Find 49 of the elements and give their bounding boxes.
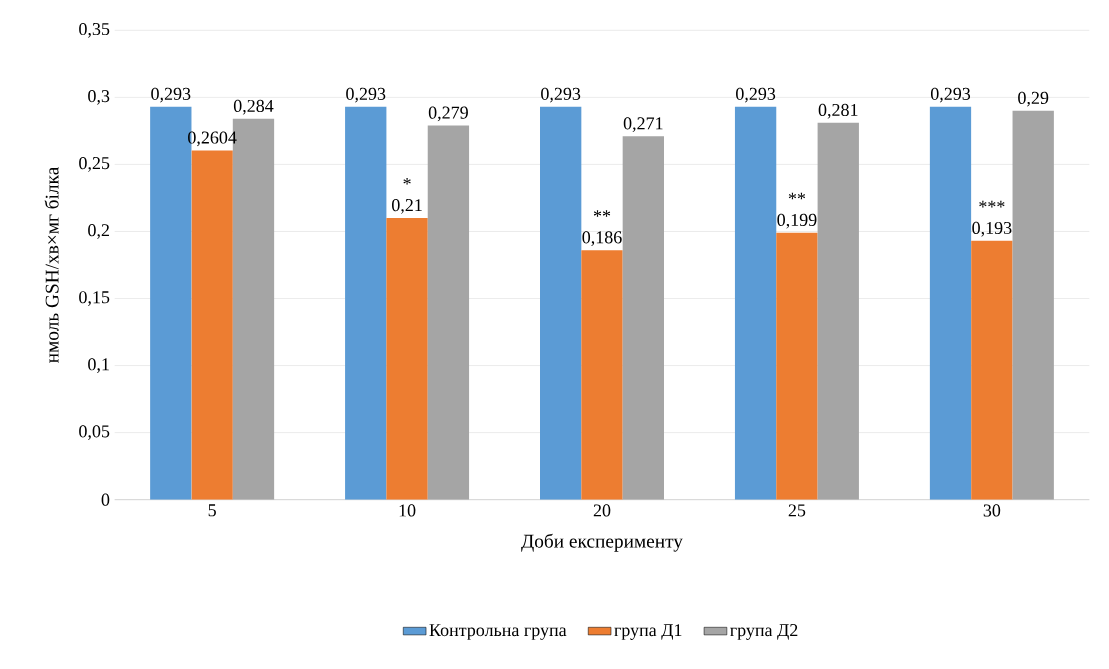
y-tick-label: 0,3 — [88, 90, 110, 105]
data-label: 0,293 — [541, 87, 581, 103]
data-label: 0,281 — [818, 103, 858, 119]
data-label: 0,284 — [233, 99, 274, 115]
bar — [929, 106, 972, 500]
data-label: 0,279 — [428, 106, 468, 122]
bar — [427, 125, 470, 500]
bar — [971, 240, 1013, 500]
x-tick-label: 20 — [593, 504, 611, 517]
x-tick-label: 25 — [788, 504, 806, 517]
x-tick-label: 5 — [208, 504, 216, 517]
x-tick-label: 10 — [399, 504, 416, 517]
data-label: 0,193 — [972, 221, 1012, 237]
bar — [581, 250, 623, 500]
x-tick-label: 30 — [983, 504, 1001, 517]
y-tick-label: 0 — [101, 493, 110, 506]
bar — [776, 232, 818, 500]
annotation: * — [403, 178, 411, 185]
y-tick-label: 0,15 — [79, 291, 110, 306]
bar — [191, 150, 233, 500]
y-tick-label: 0,1 — [88, 358, 109, 373]
bar — [622, 136, 665, 500]
annotation: ** — [593, 210, 611, 217]
data-label: 0,199 — [777, 213, 817, 229]
bar — [386, 218, 428, 500]
bar — [540, 106, 582, 500]
bar — [734, 106, 777, 500]
data-label: 0,293 — [736, 87, 776, 103]
y-axis-title: нмоль GSH/хв×мг білка — [44, 166, 59, 363]
bar — [1012, 110, 1054, 500]
data-label: 0,293 — [151, 87, 191, 103]
legend-label: група Д2 — [730, 624, 798, 640]
data-label: 0,186 — [582, 231, 622, 246]
bar — [345, 106, 387, 500]
legend-label: Контрольна група — [429, 624, 567, 640]
data-label: 0,21 — [392, 199, 422, 214]
y-tick-label: 0,05 — [79, 425, 110, 440]
data-label: 0,271 — [623, 117, 663, 132]
data-label: 0,293 — [346, 87, 386, 103]
annotation: ** — [788, 192, 806, 200]
legend-label: група Д1 — [614, 624, 682, 640]
y-tick-label: 0,2 — [88, 224, 109, 239]
annotation: *** — [979, 200, 1005, 208]
data-label: 0,29 — [1018, 91, 1049, 107]
bar — [817, 122, 859, 500]
y-tick-label: 0,35 — [79, 22, 110, 38]
x-axis-title: Доби експерименту — [521, 533, 683, 552]
data-label: 0,293 — [930, 87, 971, 103]
y-tick-label: 0,25 — [79, 157, 110, 172]
